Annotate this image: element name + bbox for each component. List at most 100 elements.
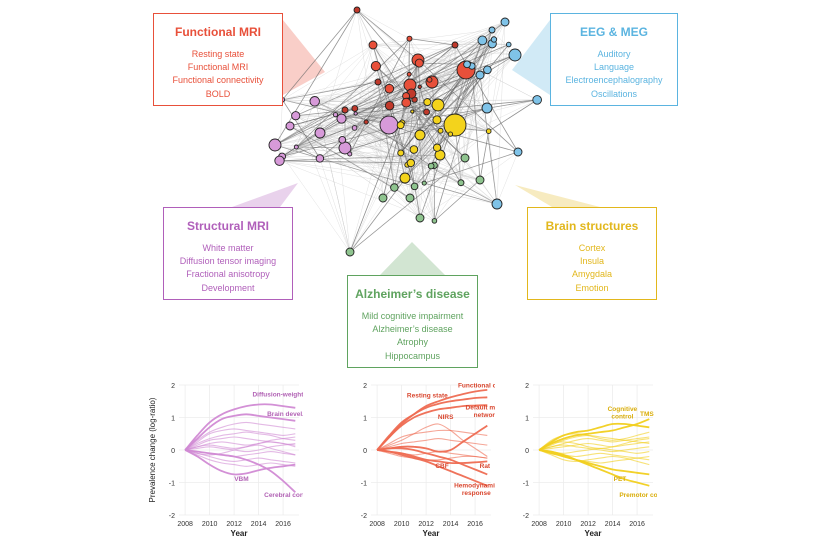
network-edge bbox=[410, 119, 438, 164]
network-node bbox=[406, 71, 412, 77]
network-edge bbox=[349, 81, 379, 155]
network-edge bbox=[314, 101, 355, 109]
network-edge bbox=[279, 44, 374, 161]
network-node bbox=[396, 121, 405, 130]
y-tick-label: 2 bbox=[363, 383, 367, 390]
series-line bbox=[184, 431, 296, 451]
network-node bbox=[345, 247, 355, 257]
series-label: Cerebral cortex bbox=[264, 492, 303, 499]
network-node bbox=[274, 155, 285, 166]
network-node bbox=[483, 65, 492, 75]
x-axis-label: Year bbox=[423, 529, 440, 538]
series-label: Brain devel. bbox=[267, 411, 303, 418]
callout-term: Electroencephalography bbox=[565, 75, 663, 86]
callout-title: Functional MRI bbox=[175, 25, 261, 39]
network-node bbox=[423, 108, 430, 116]
network-node bbox=[314, 127, 326, 139]
network-edge bbox=[414, 186, 435, 221]
network-edge bbox=[429, 79, 488, 109]
network-node bbox=[353, 6, 361, 14]
series-line-diffusion-weighted-imaging bbox=[184, 403, 296, 451]
network-node bbox=[399, 172, 411, 184]
network-edge bbox=[335, 39, 495, 115]
network-edge bbox=[355, 111, 413, 114]
x-tick-label: 2016 bbox=[629, 521, 645, 528]
x-tick-label: 2016 bbox=[275, 521, 291, 528]
y-tick-label: 0 bbox=[363, 448, 367, 455]
network-edge bbox=[424, 151, 519, 184]
x-tick-label: 2008 bbox=[177, 521, 193, 528]
network-edge bbox=[372, 29, 493, 46]
y-tick-label: -1 bbox=[169, 481, 175, 488]
series-line-rat bbox=[376, 447, 488, 476]
network-edge bbox=[400, 130, 441, 154]
network-node bbox=[460, 153, 470, 163]
network-edge bbox=[279, 99, 283, 161]
network-node bbox=[347, 151, 353, 157]
network-node bbox=[406, 35, 413, 42]
network-edge bbox=[344, 109, 415, 150]
connector-brain-structures bbox=[515, 185, 600, 207]
network-node bbox=[370, 60, 381, 72]
series-line-vbm bbox=[184, 449, 296, 476]
callout-term: Resting state bbox=[191, 49, 245, 59]
callout-term: Diffusion tensor imaging bbox=[179, 256, 277, 267]
callout-term: Cortex bbox=[578, 243, 606, 253]
network-edge bbox=[402, 111, 427, 123]
network-edge bbox=[366, 101, 428, 123]
series-line bbox=[538, 431, 650, 451]
y-tick-label: 1 bbox=[171, 416, 175, 423]
network-edge bbox=[409, 38, 456, 46]
network-node bbox=[353, 111, 358, 116]
y-tick-label: 2 bbox=[525, 383, 529, 390]
network-edge bbox=[295, 115, 321, 159]
network-node bbox=[390, 183, 399, 192]
callout-structural-mri: Structural MRI White matter Diffusion te… bbox=[163, 207, 293, 300]
network-edge bbox=[295, 81, 379, 116]
callout-term: Development bbox=[201, 282, 255, 293]
network-node bbox=[406, 158, 415, 168]
connector-structural-mri bbox=[232, 183, 298, 207]
network-edge bbox=[319, 158, 351, 253]
network-edge bbox=[419, 179, 481, 219]
callout-term: Hippocampus bbox=[384, 350, 441, 361]
network-node bbox=[457, 179, 465, 187]
network-edge bbox=[314, 101, 421, 219]
callout-title: Brain structures bbox=[545, 219, 639, 233]
network-edge bbox=[434, 179, 481, 222]
network-edge bbox=[389, 40, 483, 89]
network-edge bbox=[349, 164, 408, 253]
network-node bbox=[475, 70, 485, 80]
network-edge bbox=[431, 165, 462, 183]
network-edge bbox=[349, 44, 456, 155]
network-edge bbox=[349, 111, 413, 253]
y-tick-label: -1 bbox=[361, 481, 367, 488]
network-edge bbox=[479, 151, 519, 181]
series-label: TMS bbox=[640, 411, 654, 418]
x-tick-label: 2008 bbox=[369, 521, 385, 528]
series-label: Cognitive control bbox=[608, 406, 638, 421]
network-edge bbox=[281, 38, 410, 157]
network-edge bbox=[400, 152, 415, 187]
network-node bbox=[368, 40, 378, 50]
network-edge bbox=[488, 131, 498, 205]
series-line bbox=[185, 442, 296, 453]
series-line bbox=[538, 449, 650, 466]
network-edge bbox=[436, 99, 538, 148]
network-node bbox=[426, 76, 433, 83]
network-edge bbox=[319, 158, 411, 164]
network-edge bbox=[354, 105, 390, 109]
network-edge bbox=[405, 21, 506, 97]
network-edge bbox=[394, 149, 415, 188]
network-edge bbox=[434, 165, 481, 181]
network-edge bbox=[382, 125, 402, 199]
network-node bbox=[363, 119, 369, 125]
network-node bbox=[268, 138, 282, 152]
network-edge bbox=[414, 29, 493, 187]
network-edge bbox=[464, 43, 493, 159]
y-tick-label: 1 bbox=[363, 416, 367, 423]
network-node bbox=[285, 121, 295, 131]
network-node bbox=[409, 145, 419, 154]
network-edge bbox=[375, 65, 432, 167]
